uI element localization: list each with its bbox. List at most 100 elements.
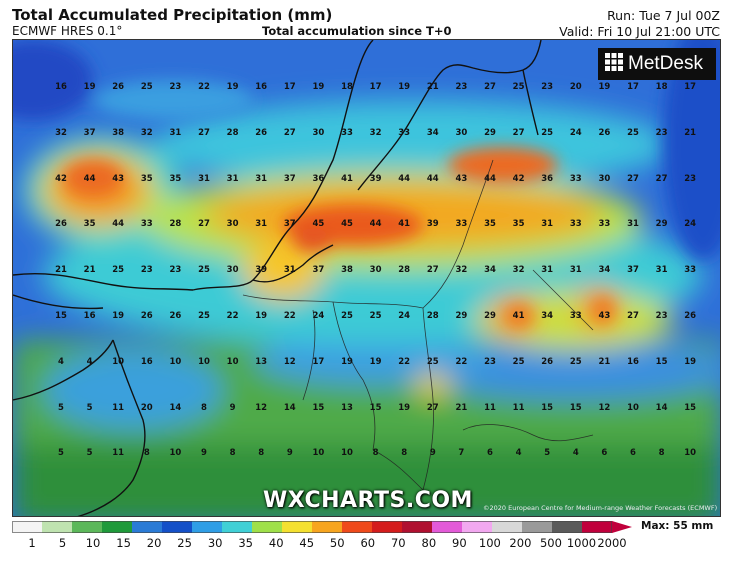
color-scale-swatch — [252, 521, 283, 533]
grid-value: 18 — [655, 82, 668, 92]
color-scale-ticks: 1 5 10 15 20 25 30 35 40 45 50 60 70 80 90 100 200 500 100… — [12, 536, 632, 550]
grid-value: 42 — [512, 173, 525, 184]
grid-value: 34 — [598, 265, 611, 276]
color-scale-tick: 200 — [509, 536, 532, 550]
grid-value: 41 — [398, 219, 411, 230]
color-scale-swatch — [522, 521, 553, 533]
model-label: ECMWF HRES 0.1° — [12, 24, 123, 38]
grid-value: 22 — [398, 356, 411, 367]
grid-value: 38 — [112, 127, 125, 138]
grid-value: 9 — [201, 448, 207, 459]
grid-value: 17 — [684, 82, 697, 92]
grid-value: 27 — [512, 127, 525, 138]
grid-value: 22 — [455, 356, 468, 367]
chart-title: Total Accumulated Precipitation (mm) — [12, 6, 333, 24]
grid-value: 43 — [598, 311, 611, 321]
grid-value: 19 — [83, 82, 96, 92]
grid-value: 16 — [55, 82, 67, 92]
grid-value: 33 — [569, 173, 582, 184]
metdesk-grid-icon — [604, 52, 624, 76]
grid-value: 20 — [140, 402, 153, 413]
grid-value: 25 — [426, 356, 439, 367]
color-scale-tick: 500 — [539, 536, 562, 550]
grid-value: 25 — [369, 311, 382, 321]
grid-value: 25 — [512, 82, 525, 92]
grid-value: 23 — [140, 265, 153, 276]
color-scale-tick: 15 — [116, 536, 131, 550]
color-scale-tick: 60 — [360, 536, 376, 550]
color-scale-swatch — [462, 521, 493, 533]
grid-value: 11 — [112, 402, 125, 413]
grid-value: 27 — [198, 219, 210, 230]
grid-value: 19 — [398, 82, 411, 92]
grid-value: 33 — [684, 265, 697, 276]
grid-value: 5 — [86, 402, 93, 413]
grid-value: 21 — [455, 402, 468, 413]
grid-value: 35 — [169, 173, 182, 184]
grid-value: 10 — [684, 448, 697, 459]
grid-value: 18 — [341, 82, 353, 92]
precipitation-map[interactable]: 16 19 26 25 23 22 19 16 17 19 18 17 19 21 23 27 25 23 20 19… — [12, 39, 721, 517]
grid-value: 9 — [229, 402, 236, 413]
color-scale-swatch — [402, 521, 433, 533]
grid-value: 26 — [255, 127, 268, 138]
color-scale-tick: 25 — [177, 536, 192, 550]
color-scale-tick: 1000 — [566, 536, 597, 550]
grid-value: 8 — [143, 448, 150, 459]
grid-value: 5 — [544, 448, 551, 459]
grid-value: 10 — [627, 402, 639, 413]
grid-value: 8 — [401, 448, 408, 459]
grid-value: 44 — [112, 219, 125, 230]
metdesk-logo-text: MetDesk — [628, 53, 703, 74]
color-scale-bar — [12, 521, 632, 533]
grid-value: 23 — [169, 265, 182, 276]
color-scale-swatch — [102, 521, 133, 533]
grid-value: 39 — [255, 265, 268, 276]
grid-value: 36 — [541, 173, 554, 184]
color-scale-swatch — [492, 521, 523, 533]
color-scale-swatch — [282, 521, 313, 533]
grid-value: 25 — [569, 356, 582, 367]
color-scale-swatch — [72, 521, 103, 533]
grid-value: 25 — [140, 82, 153, 92]
grid-value: 36 — [312, 173, 325, 184]
grid-value: 30 — [369, 265, 382, 276]
grid-value: 6 — [630, 448, 636, 459]
grid-value: 27 — [627, 173, 639, 184]
grid-value: 32 — [369, 127, 382, 138]
grid-value: 15 — [369, 402, 382, 413]
color-scale-arrow — [612, 521, 632, 533]
grid-value: 25 — [341, 311, 353, 321]
grid-value: 43 — [455, 173, 468, 184]
color-scale-tick: 1 — [28, 536, 36, 550]
grid-value: 25 — [627, 127, 639, 138]
grid-value: 14 — [655, 402, 668, 413]
grid-value: 25 — [198, 265, 210, 276]
grid-value: 31 — [226, 173, 239, 184]
grid-value: 19 — [312, 82, 325, 92]
grid-value: 31 — [569, 265, 582, 276]
grid-value: 26 — [541, 356, 554, 367]
grid-value: 19 — [226, 82, 239, 92]
color-scale-swatch — [132, 521, 163, 533]
grid-value: 24 — [398, 311, 411, 321]
grid-value: 27 — [198, 127, 210, 138]
grid-value: 30 — [455, 127, 468, 138]
grid-value: 41 — [341, 173, 353, 184]
grid-value: 4 — [515, 448, 522, 459]
grid-value: 15 — [684, 402, 697, 413]
color-scale-swatch — [12, 521, 43, 533]
color-scale-tick: 45 — [299, 536, 315, 550]
color-scale-tick: 40 — [268, 536, 284, 550]
color-scale-swatch — [432, 521, 463, 533]
grid-value: 45 — [312, 219, 325, 230]
grid-value: 34 — [426, 127, 439, 138]
grid-value: 16 — [83, 311, 96, 321]
grid-value: 44 — [369, 219, 382, 230]
chart-subtitle: Total accumulation since T+0 — [262, 24, 452, 38]
color-scale-tick: 5 — [58, 536, 67, 550]
color-scale-tick: 70 — [390, 536, 406, 550]
grid-value: 15 — [541, 402, 554, 413]
grid-value: 27 — [627, 311, 639, 321]
grid-value: 23 — [455, 82, 468, 92]
